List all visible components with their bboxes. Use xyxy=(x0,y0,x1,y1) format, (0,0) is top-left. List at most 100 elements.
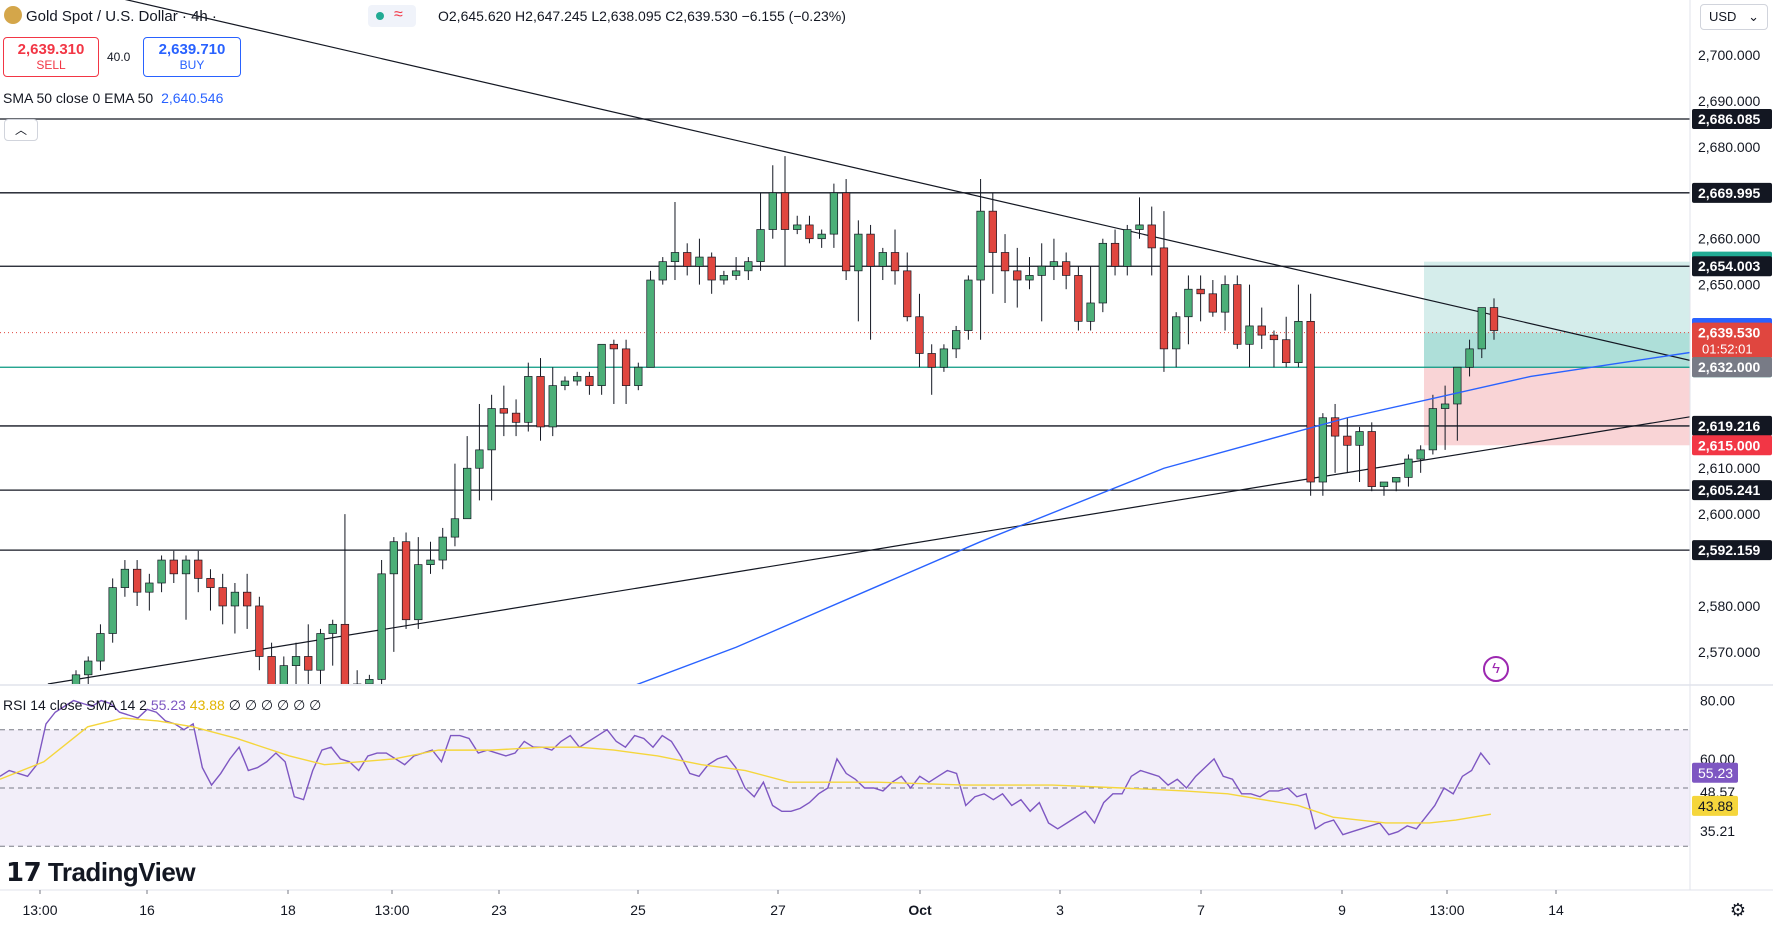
ma-legend[interactable]: SMA 50 close 0 EMA 50 2,640.546 xyxy=(3,90,223,106)
candle-body xyxy=(585,376,594,386)
candle xyxy=(1233,275,1242,349)
ma-value: 2,640.546 xyxy=(161,90,224,106)
candle-body xyxy=(328,623,337,634)
sell-button[interactable]: 2,639.310 SELL xyxy=(3,37,99,77)
rsi-axis-label: 55.23 xyxy=(1692,762,1738,783)
candle-body xyxy=(475,449,484,469)
candle-body xyxy=(1379,481,1389,487)
buy-price: 2,639.710 xyxy=(158,41,226,58)
candle-body xyxy=(841,192,851,272)
candle xyxy=(1367,422,1376,492)
candle-body xyxy=(817,233,826,240)
buy-button[interactable]: 2,639.710 BUY xyxy=(143,37,241,77)
candle-body xyxy=(291,656,301,666)
price-label-text: 2,632.000 xyxy=(1698,359,1760,375)
candle-body xyxy=(768,192,777,230)
price-axis-label: 2,669.995 xyxy=(1692,182,1772,203)
lightning-icon[interactable]: ϟ xyxy=(1483,656,1509,682)
candle-body xyxy=(1269,334,1279,341)
candle-body xyxy=(634,366,643,386)
candle xyxy=(120,560,130,597)
gear-icon[interactable]: ⚙ xyxy=(1729,900,1747,920)
candle-body xyxy=(890,252,900,272)
candle-body xyxy=(866,233,875,267)
time-tick-label: 23 xyxy=(491,902,507,918)
candle-body xyxy=(1208,293,1217,313)
candle xyxy=(536,358,545,441)
status-pill[interactable]: ≈ xyxy=(368,5,416,27)
candle-body xyxy=(829,192,839,235)
candle-body xyxy=(683,252,692,267)
candle-body xyxy=(1049,261,1059,267)
candle xyxy=(1062,252,1071,290)
rsi-axis-label: 43.88 xyxy=(1692,795,1738,816)
rsi-legend[interactable]: RSI 14 close SMA 14 2 55.23 43.88 ∅ ∅ ∅ … xyxy=(3,697,321,714)
price-tick-label: 2,700.000 xyxy=(1698,47,1760,63)
time-tick-label: 25 xyxy=(630,902,646,918)
candle-body xyxy=(499,408,508,414)
candle xyxy=(1416,445,1425,473)
price-tick-label: 2,570.000 xyxy=(1698,644,1760,660)
candle-body xyxy=(267,656,276,684)
candle-body xyxy=(389,541,398,575)
descending-trendline xyxy=(124,0,1690,361)
candle xyxy=(145,573,154,611)
candle-body xyxy=(573,376,582,382)
symbol-header[interactable]: Gold Spot / U.S. Dollar · 4h · xyxy=(4,6,217,25)
candle xyxy=(255,596,264,671)
chevron-down-icon: ⌄ xyxy=(1748,9,1759,24)
price-tick-label: 2,600.000 xyxy=(1698,506,1760,522)
candle-body xyxy=(793,224,802,230)
candle xyxy=(866,224,875,340)
candle-body xyxy=(1404,458,1413,478)
candle xyxy=(585,371,594,395)
price-axis-label: 2,615.000 xyxy=(1692,435,1772,456)
candle-body xyxy=(1074,275,1083,322)
price-label-bg xyxy=(1692,322,1772,359)
candle xyxy=(1355,426,1364,483)
candle-body xyxy=(230,591,240,607)
candle-body xyxy=(1013,270,1022,281)
candle-body xyxy=(120,568,130,588)
price-label-text: 2,669.995 xyxy=(1698,185,1760,201)
candle-body xyxy=(1159,247,1169,350)
candle xyxy=(1159,211,1169,372)
candle-body xyxy=(108,587,117,634)
candle xyxy=(903,252,912,322)
candle xyxy=(646,270,655,368)
candle xyxy=(353,670,362,684)
candle-body xyxy=(377,573,386,680)
interval-label[interactable]: 4h xyxy=(191,8,208,25)
candle xyxy=(1220,275,1230,331)
candle-body xyxy=(218,587,227,607)
candle-body xyxy=(71,674,81,684)
candle xyxy=(1208,280,1217,317)
candle xyxy=(658,257,667,285)
candle-body xyxy=(145,582,154,593)
candle xyxy=(340,514,350,684)
rsi-value: 55.23 xyxy=(150,697,186,713)
candle xyxy=(463,436,472,520)
candle-body xyxy=(414,564,423,621)
candle xyxy=(157,555,166,593)
candle xyxy=(218,573,227,625)
candle xyxy=(1074,266,1083,331)
candle xyxy=(1025,257,1034,290)
candle xyxy=(71,670,81,684)
candle-body xyxy=(181,559,191,575)
currency-select[interactable]: USD ⌄ xyxy=(1700,4,1768,30)
time-tick-label: 13:00 xyxy=(1429,902,1464,918)
candle xyxy=(84,656,93,684)
candle xyxy=(1330,403,1340,473)
rsi-label: RSI 14 close SMA 14 2 xyxy=(3,697,147,713)
candle xyxy=(1037,243,1046,322)
candle xyxy=(291,642,301,684)
price-label-text: 2,686.085 xyxy=(1698,111,1760,127)
candle-body xyxy=(1172,316,1181,350)
chevron-up-icon[interactable]: ︿ xyxy=(4,119,38,141)
candle-body xyxy=(1196,288,1205,295)
candle xyxy=(206,569,215,611)
candle xyxy=(1269,330,1279,368)
countdown-label: 01:52:01 xyxy=(1702,342,1753,357)
